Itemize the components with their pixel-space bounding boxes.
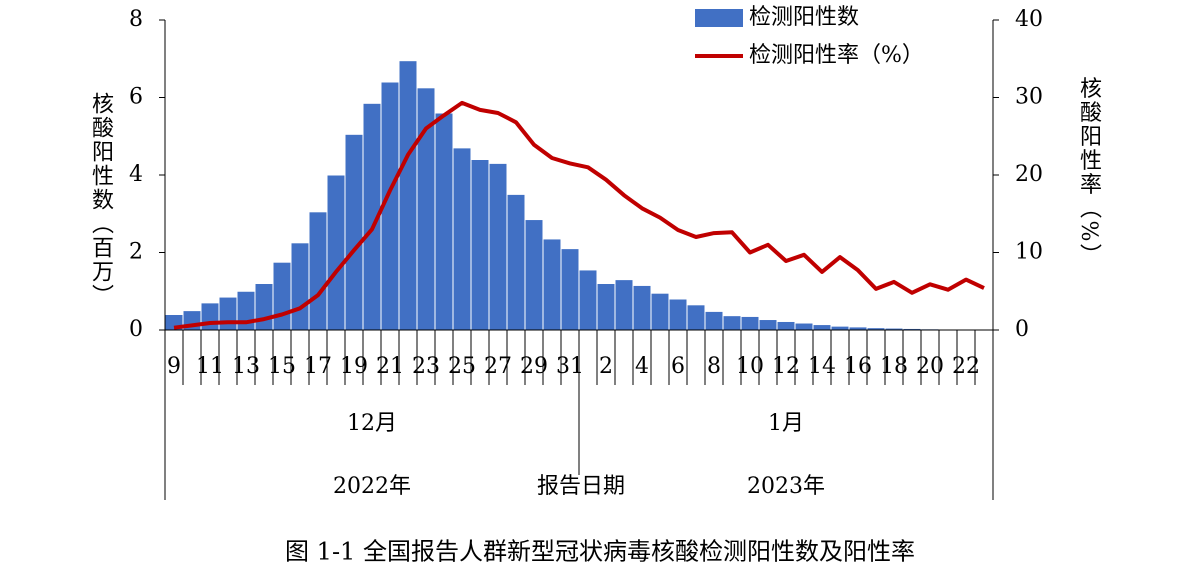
y-tick-label: 6: [129, 85, 143, 110]
bar: [218, 296, 238, 331]
y2-tick-label: 20: [1015, 162, 1043, 187]
bar: [776, 320, 796, 331]
year-label: 2023年: [747, 474, 825, 499]
bar: [452, 147, 472, 331]
bar: [614, 279, 634, 331]
legend-label: 检测阳性率（%）: [749, 43, 924, 68]
y2-tick-label: 30: [1015, 85, 1043, 110]
x-tick-label: 12: [772, 354, 800, 379]
x-tick-label: 19: [340, 354, 368, 379]
x-axis-title: 报告日期: [537, 474, 625, 499]
x-tick-label: 22: [952, 354, 980, 379]
y2-tick-label: 10: [1015, 240, 1043, 265]
bar: [200, 302, 220, 331]
bar: [722, 315, 742, 331]
x-tick-label: 16: [844, 354, 872, 379]
x-tick-label: 15: [268, 354, 296, 379]
x-tick-label: 2: [599, 354, 613, 379]
bar: [758, 319, 778, 331]
bar: [254, 283, 274, 331]
bar: [290, 242, 310, 331]
y2-tick-label: 0: [1015, 317, 1029, 342]
x-tick-label: 14: [808, 354, 836, 379]
y-tick-label: 4: [129, 162, 143, 187]
bar: [578, 269, 598, 331]
x-tick-label: 21: [376, 354, 404, 379]
bar: [668, 298, 688, 331]
bar: [272, 261, 292, 331]
x-tick-label: 27: [484, 354, 512, 379]
x-tick-label: 13: [232, 354, 260, 379]
x-tick-label: 11: [196, 354, 224, 379]
y-tick-label: 2: [129, 240, 143, 265]
month-label: 12月: [347, 411, 397, 436]
bar: [344, 133, 364, 331]
y-tick-label: 0: [129, 317, 143, 342]
y-axis-title: 核酸阳性数（百万）: [88, 92, 114, 308]
bar: [398, 60, 418, 331]
bar: [506, 193, 526, 331]
bar: [542, 238, 562, 331]
legend-swatch: [695, 9, 743, 27]
bar: [326, 174, 346, 331]
x-tick-label: 17: [304, 354, 332, 379]
x-tick-label: 20: [916, 354, 944, 379]
x-tick-label: 10: [736, 354, 764, 379]
month-label: 1月: [768, 411, 804, 436]
bar: [308, 211, 328, 331]
x-tick-label: 8: [707, 354, 721, 379]
legend-label: 检测阳性数: [749, 5, 859, 30]
bar: [434, 112, 454, 331]
y-tick-label: 8: [129, 7, 143, 32]
bar: [740, 315, 760, 331]
x-tick-label: 18: [880, 354, 908, 379]
bar: [812, 324, 832, 331]
y2-tick-label: 40: [1015, 7, 1043, 32]
x-tick-label: 23: [412, 354, 440, 379]
bar: [488, 162, 508, 331]
bar: [524, 219, 544, 331]
x-tick-label: 29: [520, 354, 548, 379]
bar: [686, 304, 706, 331]
line: [173, 100, 985, 330]
x-tick-label: 25: [448, 354, 476, 379]
x-tick-label: 6: [671, 354, 685, 379]
bar: [596, 283, 616, 331]
year-label: 2022年: [333, 474, 411, 499]
bar: [560, 248, 580, 331]
bar: [704, 310, 724, 331]
x-tick-label: 31: [556, 354, 584, 379]
bar: [794, 322, 814, 331]
y2-axis-title: 核酸阳性率（%）: [1076, 77, 1102, 268]
caption: 图 1-1 全国报告人群新型冠状病毒核酸检测阳性数及阳性率: [285, 538, 915, 566]
bar: [650, 292, 670, 331]
x-tick-label: 4: [635, 354, 649, 379]
bar: [470, 159, 490, 331]
bar: [830, 325, 850, 331]
x-tick-label: 9: [167, 354, 181, 379]
bar: [632, 284, 652, 331]
